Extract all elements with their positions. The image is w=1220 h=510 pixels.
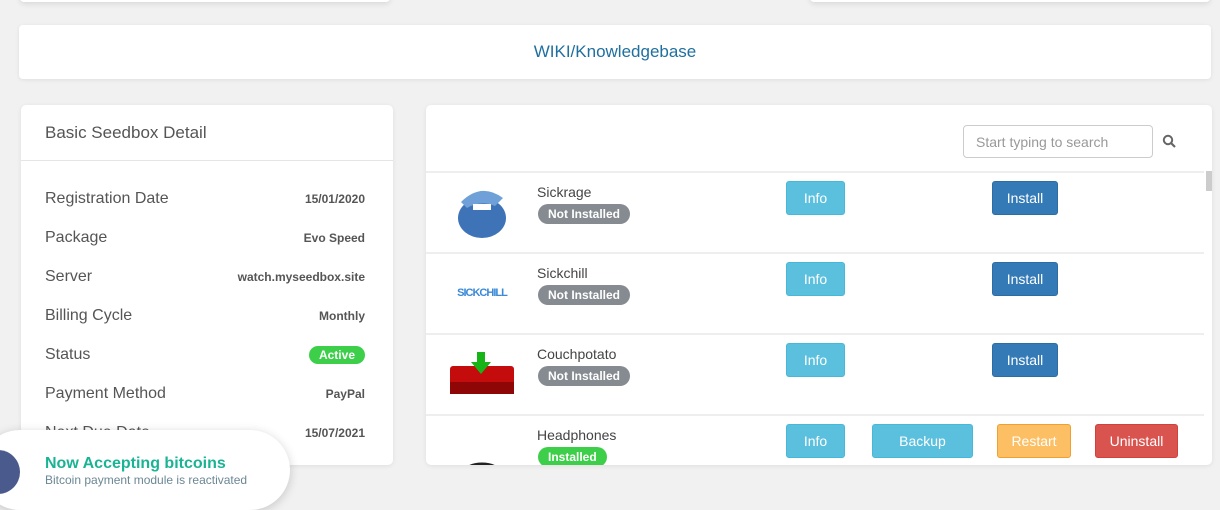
detail-value: Evo Speed — [303, 230, 365, 245]
detail-row: Registration Date 15/01/2020 — [21, 179, 393, 218]
notification-toast[interactable]: Now Accepting bitcoins Bitcoin payment m… — [0, 430, 290, 510]
couchpotato-logo — [448, 343, 516, 405]
sickchill-logo-text: SICKCHILL — [457, 287, 508, 299]
seedbox-detail-card: Basic Seedbox Detail Registration Date 15… — [21, 105, 393, 465]
detail-row: Payment Method PayPal — [21, 374, 393, 413]
detail-value: Monthly — [319, 308, 365, 323]
toast-title: Now Accepting bitcoins — [45, 455, 226, 472]
toast-message: Bitcoin payment module is reactivated — [45, 473, 248, 487]
app-name: Couchpotato — [537, 346, 617, 362]
detail-row: Package Evo Speed — [21, 218, 393, 257]
info-button[interactable]: Info — [786, 181, 845, 215]
app-row: Sickrage Not Installed Info Install — [426, 171, 1204, 252]
app-name: Headphones — [537, 427, 617, 443]
top-card-left — [20, 0, 390, 2]
status-badge: Not Installed — [538, 285, 631, 305]
sickrage-logo — [448, 181, 516, 243]
status-badge: Active — [308, 345, 365, 364]
sickchill-logo: SICKCHILL — [448, 262, 516, 324]
app-row: SICKCHILL Sickchill Not Installed Info I… — [426, 252, 1204, 333]
status-badge: Not Installed — [538, 204, 631, 224]
app-row: Headphones Installed Info Backup Restart… — [426, 414, 1204, 465]
app-list: Sickrage Not Installed Info Install SICK… — [426, 171, 1204, 465]
app-name: Sickchill — [537, 265, 588, 281]
detail-label: Billing Cycle — [45, 306, 133, 324]
info-button[interactable]: Info — [786, 343, 845, 377]
backup-button[interactable]: Backup — [872, 424, 973, 458]
detail-label: Package — [45, 228, 108, 246]
wiki-link[interactable]: WIKI/Knowledgebase — [19, 25, 1211, 79]
card-title: Basic Seedbox Detail — [21, 105, 393, 161]
bitcoin-icon — [0, 450, 20, 494]
detail-label: Registration Date — [45, 189, 169, 207]
detail-label: Server — [45, 267, 93, 285]
detail-value: 15/01/2020 — [304, 191, 365, 206]
detail-value: watch.myseedbox.site — [237, 269, 365, 284]
info-button[interactable]: Info — [786, 262, 845, 296]
detail-label: Status — [45, 345, 91, 363]
scrollbar[interactable] — [1206, 171, 1212, 191]
top-card-right — [810, 0, 1210, 2]
detail-row: Status Active — [21, 335, 393, 374]
restart-button[interactable]: Restart — [997, 424, 1071, 458]
install-button[interactable]: Install — [992, 343, 1058, 377]
info-button[interactable]: Info — [786, 424, 845, 458]
detail-row: Billing Cycle Monthly — [21, 296, 393, 335]
detail-value: PayPal — [325, 386, 365, 401]
search-input[interactable] — [963, 125, 1153, 158]
apps-card: Sickrage Not Installed Info Install SICK… — [426, 105, 1212, 465]
status-badge: Not Installed — [538, 366, 631, 386]
install-button[interactable]: Install — [992, 262, 1058, 296]
headphones-logo — [448, 434, 516, 465]
status-badge: Installed — [538, 447, 607, 465]
detail-label: Payment Method — [45, 384, 166, 402]
app-name: Sickrage — [537, 184, 592, 200]
install-button[interactable]: Install — [992, 181, 1058, 215]
uninstall-button[interactable]: Uninstall — [1095, 424, 1178, 458]
search-icon[interactable] — [1162, 134, 1176, 148]
app-row: Couchpotato Not Installed Info Install — [426, 333, 1204, 414]
detail-value: 15/07/2021 — [304, 425, 365, 440]
detail-row: Server watch.myseedbox.site — [21, 257, 393, 296]
